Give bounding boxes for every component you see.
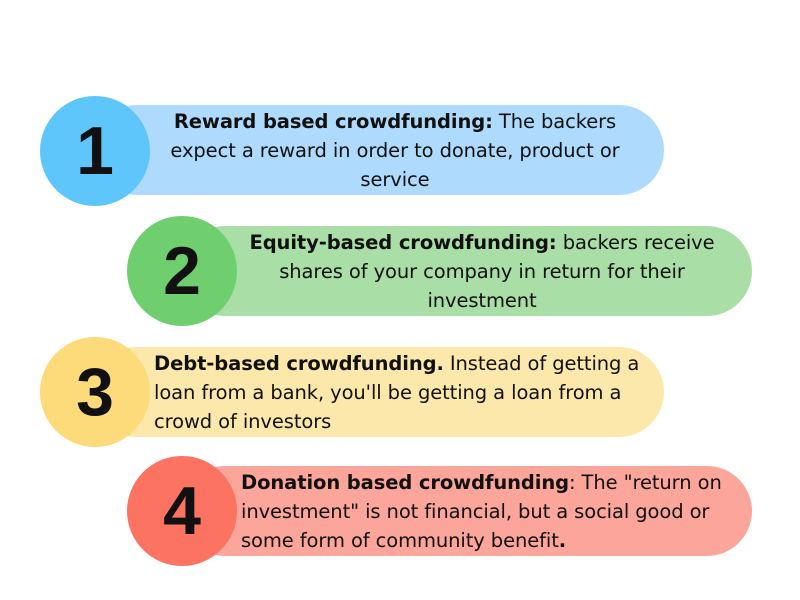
number-badge: 1 <box>40 96 150 206</box>
number-badge: 2 <box>127 216 237 326</box>
item-text: The backers expect a reward in order to … <box>170 109 620 191</box>
item-description: Reward based crowdfunding: The backers e… <box>160 107 630 194</box>
item-heading: Equity-based crowdfunding: <box>249 230 557 254</box>
item-heading: Reward based crowdfunding: <box>173 109 493 133</box>
item-heading: Donation based crowdfunding <box>241 470 569 494</box>
item-text: backers receive shares of your company i… <box>279 230 715 312</box>
item-description-box: Debt-based crowdfunding. Instead of gett… <box>92 347 664 437</box>
item-description-box: Equity-based crowdfunding: backers recei… <box>180 226 752 316</box>
item-description: Equity-based crowdfunding: backers recei… <box>246 228 718 315</box>
item-description-box: Donation based crowdfunding: The "return… <box>180 466 752 556</box>
item-heading: Debt-based crowdfunding. <box>154 351 444 375</box>
item-trailing-mark: . <box>558 528 567 552</box>
number-badge: 3 <box>40 337 150 447</box>
number-badge: 4 <box>127 456 237 566</box>
item-text: : The "return on investment" is not fina… <box>241 470 722 552</box>
item-description: Donation based crowdfunding: The "return… <box>241 468 738 555</box>
item-text: Instead of getting a loan from a bank, y… <box>154 351 640 433</box>
item-description: Debt-based crowdfunding. Instead of gett… <box>154 349 644 436</box>
item-description-box: Reward based crowdfunding: The backers e… <box>92 105 664 195</box>
